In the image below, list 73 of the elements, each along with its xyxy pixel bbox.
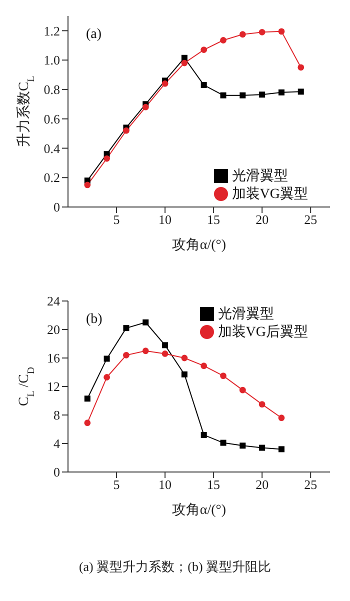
legend-label: 光滑翼型 <box>232 169 288 184</box>
point <box>220 440 226 446</box>
point <box>84 396 90 402</box>
point <box>84 182 91 188</box>
point <box>200 362 208 370</box>
point <box>142 104 149 110</box>
point <box>84 420 91 426</box>
y-tick-label: 8 <box>54 408 60 423</box>
point <box>162 80 168 87</box>
x-tick-label: 20 <box>256 212 269 228</box>
point <box>278 446 284 452</box>
point <box>181 60 188 66</box>
point <box>258 401 266 408</box>
y-tick-label: 4 <box>54 436 60 452</box>
annotation: (a) <box>86 27 102 42</box>
y-tick-label: 0.4 <box>44 140 60 156</box>
point <box>240 442 246 449</box>
y-tick-label: 0 <box>54 200 60 215</box>
y-tick-label: 0.6 <box>44 111 60 126</box>
x-tick-label: 25 <box>304 477 318 492</box>
point <box>181 371 188 378</box>
x-tick-label: 15 <box>207 212 220 228</box>
point <box>220 92 226 98</box>
x-tick-label: 10 <box>158 477 172 492</box>
point <box>200 82 207 88</box>
point <box>104 374 110 380</box>
point <box>239 31 246 38</box>
point <box>278 89 284 96</box>
point <box>278 28 285 35</box>
point <box>258 28 266 36</box>
point <box>220 372 226 380</box>
x-axis-title: 攻角α/(°) <box>172 502 226 518</box>
y-tick-label: 0 <box>54 464 60 480</box>
y-tick-label: 1.2 <box>44 23 60 38</box>
legend-label: 加装VG翼型 <box>232 187 308 202</box>
point <box>239 386 246 394</box>
point <box>162 350 168 357</box>
y-tick-label: 0.8 <box>44 82 60 98</box>
x-tick-label: 15 <box>207 477 220 492</box>
x-tick-label: 5 <box>113 477 120 492</box>
point <box>104 155 110 162</box>
text: (a) 翼型升力系数；(b) 翼型升阻比 <box>78 558 272 576</box>
point <box>220 37 226 44</box>
x-tick-label: 20 <box>256 477 269 492</box>
point <box>142 319 149 326</box>
point <box>123 325 130 332</box>
point <box>142 348 149 354</box>
point <box>200 46 208 53</box>
y-tick-label: 16 <box>47 350 60 366</box>
y-tick-label: 20 <box>47 322 60 338</box>
point <box>123 127 130 134</box>
x-tick-label: 25 <box>304 212 318 228</box>
legend-label: 光滑翼型 <box>218 307 274 322</box>
x-tick-label: 10 <box>158 212 172 228</box>
y-tick-label: 12 <box>47 379 60 394</box>
y-tick-label: 0.2 <box>44 170 60 186</box>
point <box>200 432 207 438</box>
y-tick-label: 24 <box>47 294 60 309</box>
x-tick-label: 5 <box>113 212 120 228</box>
point <box>162 342 168 348</box>
point <box>104 356 110 362</box>
y-tick-label: 1.0 <box>44 52 60 68</box>
x-axis-title: 攻角α/(°) <box>172 237 226 253</box>
point <box>259 444 266 451</box>
point <box>278 414 285 422</box>
point <box>123 352 130 358</box>
annotation: (b) <box>86 312 103 327</box>
legend-label: 加装VG后翼型 <box>218 325 308 340</box>
point <box>181 354 188 362</box>
point <box>259 92 266 98</box>
point <box>298 64 304 71</box>
point <box>298 88 304 95</box>
point <box>240 92 246 98</box>
